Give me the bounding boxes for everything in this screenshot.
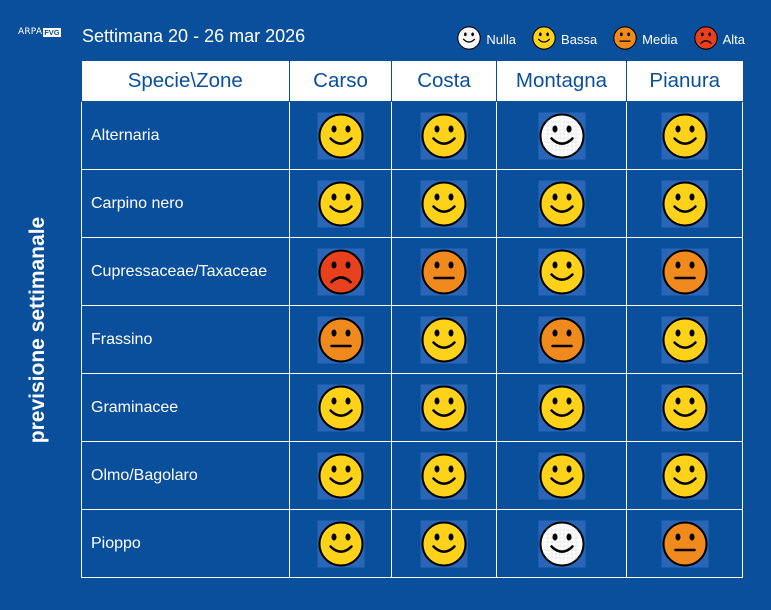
level-cell [496, 373, 627, 442]
table-row: Graminacee [81, 373, 743, 442]
logo-badge: FVG [43, 27, 61, 37]
side-label: previsione settimanale [26, 216, 49, 444]
header-zone-carso: Carso [289, 61, 392, 102]
yellow-smiley-icon [316, 383, 366, 433]
week-title: Settimana 20 - 26 mar 2026 [82, 26, 306, 46]
level-cell [626, 373, 743, 442]
legend-item-media: Media [608, 25, 678, 54]
yellow-smiley-icon [316, 451, 366, 501]
legend-label: Alta [722, 32, 745, 47]
yellow-smiley-icon [537, 383, 587, 433]
level-cell [289, 373, 392, 442]
table-row: Olmo/Bagolaro [81, 441, 743, 510]
red-frown-face-icon [316, 247, 366, 297]
table-row: Alternaria [81, 101, 743, 170]
yellow-smiley-icon [531, 25, 557, 54]
legend-item-alta: Alta [689, 25, 745, 54]
level-cell [626, 305, 743, 374]
level-cell [289, 101, 392, 170]
level-cell [289, 305, 392, 374]
species-name: Cupressaceae/Taxaceae [81, 237, 290, 306]
yellow-smiley-icon [419, 383, 469, 433]
level-cell [496, 169, 627, 238]
yellow-smiley-icon [419, 519, 469, 569]
table-header-row: Specie\Zone Carso Costa Montagna Pianura [81, 61, 743, 102]
legend-item-bassa: Bassa [527, 25, 597, 54]
yellow-smiley-icon [316, 519, 366, 569]
table-row: Carpino nero [81, 169, 743, 238]
level-cell [496, 305, 627, 374]
level-cell [626, 441, 743, 510]
white-smiley-icon [537, 111, 587, 161]
table-row: Cupressaceae/Taxaceae [81, 237, 743, 306]
level-cell [289, 441, 392, 510]
yellow-smiley-icon [419, 451, 469, 501]
level-cell [391, 169, 497, 238]
level-cell [391, 237, 497, 306]
orange-neutral-face-icon [660, 247, 710, 297]
orange-neutral-face-icon [316, 315, 366, 365]
species-name: Olmo/Bagolaro [81, 441, 290, 510]
level-cell [391, 441, 497, 510]
level-cell [391, 305, 497, 374]
level-cell [626, 101, 743, 170]
yellow-smiley-icon [660, 451, 710, 501]
level-cell [626, 509, 743, 578]
species-name: Graminacee [81, 373, 290, 442]
yellow-smiley-icon [316, 111, 366, 161]
level-cell [626, 237, 743, 306]
species-name: Frassino [81, 305, 290, 374]
arpa-fvg-logo: ARPA FVG [18, 27, 61, 37]
table-row: Pioppo [81, 509, 743, 578]
logo-text: ARPA [18, 27, 43, 37]
legend-label: Bassa [561, 32, 598, 47]
legend: Nulla Bassa Media Alta [441, 25, 745, 54]
yellow-smiley-icon [537, 451, 587, 501]
orange-neutral-face-icon [419, 247, 469, 297]
species-name: Pioppo [81, 509, 290, 578]
yellow-smiley-icon [660, 179, 710, 229]
header-zone-montagna: Montagna [496, 61, 627, 102]
level-cell [626, 169, 743, 238]
orange-neutral-face-icon [612, 25, 638, 54]
level-cell [289, 509, 392, 578]
legend-item-nulla: Nulla [452, 25, 516, 54]
yellow-smiley-icon [660, 315, 710, 365]
level-cell [391, 373, 497, 442]
orange-neutral-face-icon [660, 519, 710, 569]
yellow-smiley-icon [419, 315, 469, 365]
pollen-forecast-table: Specie\Zone Carso Costa Montagna Pianura Alt… [81, 61, 743, 578]
species-name: Carpino nero [81, 169, 290, 238]
header-zone-costa: Costa [391, 61, 497, 102]
table-row: Frassino [81, 305, 743, 374]
yellow-smiley-icon [660, 383, 710, 433]
legend-label: Nulla [486, 32, 517, 47]
orange-neutral-face-icon [537, 315, 587, 365]
level-cell [391, 509, 497, 578]
yellow-smiley-icon [537, 247, 587, 297]
level-cell [496, 237, 627, 306]
white-smiley-icon [456, 25, 482, 54]
yellow-smiley-icon [419, 179, 469, 229]
legend-label: Media [642, 32, 678, 47]
level-cell [496, 101, 627, 170]
yellow-smiley-icon [537, 179, 587, 229]
level-cell [289, 169, 392, 238]
yellow-smiley-icon [316, 179, 366, 229]
level-cell [391, 101, 497, 170]
level-cell [496, 441, 627, 510]
table-body: Alternaria Carpino nero Cupressaceae/Taxac… [81, 101, 743, 578]
level-cell [496, 509, 627, 578]
header-species-zones: Specie\Zone [81, 61, 290, 102]
header-zone-pianura: Pianura [626, 61, 743, 102]
level-cell [289, 237, 392, 306]
white-smiley-icon [537, 519, 587, 569]
species-name: Alternaria [81, 101, 290, 170]
yellow-smiley-icon [419, 111, 469, 161]
red-frown-face-icon [693, 25, 719, 54]
yellow-smiley-icon [660, 111, 710, 161]
